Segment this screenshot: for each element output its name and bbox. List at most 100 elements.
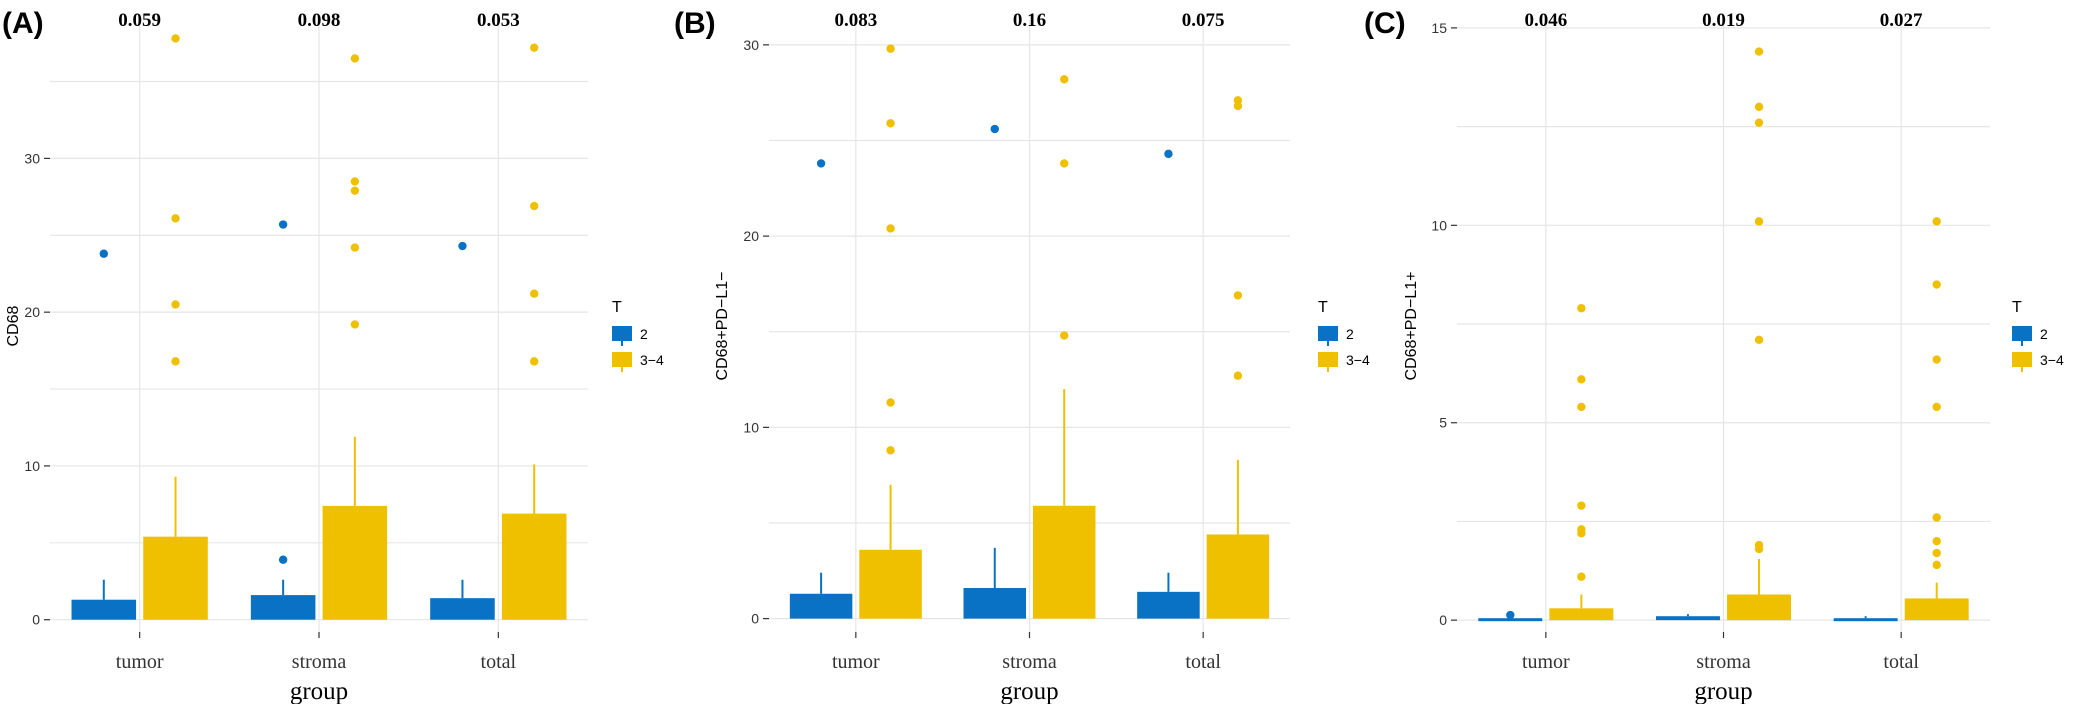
panel-label: (C) <box>1364 7 1406 40</box>
outlier-point <box>350 54 360 63</box>
bar-2-tumor <box>1478 618 1543 622</box>
x-axis-title: group <box>1000 678 1058 704</box>
p-value-label: 0.053 <box>477 10 520 31</box>
outlier-point <box>1577 375 1586 384</box>
outlier-point <box>171 300 180 309</box>
y-tick-label: 0 <box>751 611 759 627</box>
y-axis-title: CD68 <box>5 305 22 346</box>
x-tick-label: tumor <box>116 651 164 673</box>
outlier-point <box>1932 355 1941 364</box>
x-tick-label: stroma <box>1002 651 1057 673</box>
outlier-point <box>816 159 826 168</box>
bar-3−4-tumor <box>143 536 208 620</box>
outlier-point <box>886 398 895 407</box>
outlier-point <box>1754 217 1764 226</box>
p-value-label: 0.046 <box>1524 10 1567 31</box>
y-tick-label: 0 <box>32 612 40 628</box>
legend-swatch <box>612 326 632 341</box>
y-axis-title: CD68+PD−L1− <box>714 272 731 381</box>
outlier-point <box>1233 96 1243 105</box>
bar-2-tumor <box>789 593 853 619</box>
outlier-point <box>171 357 180 366</box>
legend-swatch <box>2012 326 2032 341</box>
p-value-label: 0.16 <box>1013 10 1046 31</box>
outlier-point <box>171 214 180 223</box>
legend-swatch <box>612 352 632 367</box>
bar-2-total <box>1833 618 1898 622</box>
x-tick-label: tumor <box>832 651 880 673</box>
bar-2-stroma <box>250 595 316 620</box>
outlier-point <box>1754 335 1764 345</box>
x-axis-title: group <box>290 678 348 704</box>
outlier-point <box>886 446 895 455</box>
y-tick-label: 5 <box>1439 415 1447 431</box>
outlier-point <box>1932 402 1941 412</box>
legend-swatch <box>1318 352 1338 367</box>
bar-3−4-tumor <box>859 549 922 619</box>
outlier-point <box>1754 47 1764 56</box>
outlier-point <box>278 220 288 229</box>
panel-2: 0 10 20 30 tumor stroma total 0.083 0.16 0.075 (B)… <box>674 7 1370 704</box>
y-tick-label: 10 <box>743 419 759 435</box>
outlier-point <box>1060 159 1069 168</box>
legend-label: 2 <box>2040 326 2048 342</box>
bar-3−4-total <box>1206 534 1270 619</box>
outlier-point <box>1577 529 1586 538</box>
outlier-point <box>1754 544 1764 554</box>
legend-label: 3−4 <box>2040 352 2064 368</box>
bar-2-total <box>1137 591 1200 619</box>
outlier-point <box>530 201 539 211</box>
x-axis-title: group <box>1694 678 1752 704</box>
outlier-point <box>530 357 539 366</box>
legend-title: T <box>1318 299 1328 316</box>
outlier-point <box>1577 402 1586 412</box>
outlier-point <box>350 243 360 252</box>
bar-2-stroma <box>963 588 1027 619</box>
x-tick-label: stroma <box>292 651 347 673</box>
outlier-point <box>350 177 360 186</box>
x-tick-label: total <box>481 651 517 673</box>
y-tick-label: 15 <box>1431 20 1447 36</box>
y-tick-label: 10 <box>1431 217 1447 233</box>
bar-3−4-total <box>501 513 567 620</box>
outlier-point <box>350 186 360 195</box>
legend: T 2 3−4 <box>2012 299 2064 372</box>
outlier-point <box>530 289 539 298</box>
panel-1: 0 10 20 30 tumor stroma total 0.059 0.098 0.053 (A… <box>2 7 664 704</box>
y-tick-label: 20 <box>24 304 40 320</box>
outlier-point <box>99 249 109 258</box>
legend-swatch <box>2012 352 2032 367</box>
y-tick-label: 20 <box>743 228 759 244</box>
outlier-point <box>886 44 895 53</box>
p-value-label: 0.083 <box>834 10 877 31</box>
outlier-point <box>1506 610 1515 620</box>
y-tick-label: 30 <box>24 150 40 166</box>
y-tick-label: 30 <box>743 37 759 53</box>
p-value-label: 0.019 <box>1702 10 1745 31</box>
outlier-point <box>1577 501 1586 510</box>
outlier-point <box>1932 217 1941 226</box>
outlier-point <box>530 43 539 52</box>
outlier-point <box>1233 371 1243 380</box>
legend: T 2 3−4 <box>612 299 664 372</box>
outlier-point <box>886 119 895 128</box>
y-tick-label: 0 <box>1439 612 1447 628</box>
outlier-point <box>1233 101 1243 111</box>
legend-label: 2 <box>640 326 648 342</box>
outlier-point <box>1932 536 1941 546</box>
legend-label: 3−4 <box>1346 352 1370 368</box>
outlier-point <box>1932 280 1941 289</box>
p-value-label: 0.098 <box>298 10 341 31</box>
p-value-label: 0.027 <box>1880 10 1923 31</box>
outlier-point <box>1577 572 1586 581</box>
x-tick-label: total <box>1185 651 1221 673</box>
bar-2-tumor <box>71 599 137 620</box>
legend-swatch <box>1318 326 1338 341</box>
outlier-point <box>1164 149 1173 159</box>
x-tick-label: tumor <box>1522 651 1570 673</box>
bar-3−4-tumor <box>1549 608 1614 621</box>
panel-3: 0 5 10 15 tumor stroma total 0.046 0.019 0.027 (C)… <box>1364 7 2064 704</box>
legend-label: 3−4 <box>640 352 664 368</box>
outlier-point <box>350 320 360 329</box>
